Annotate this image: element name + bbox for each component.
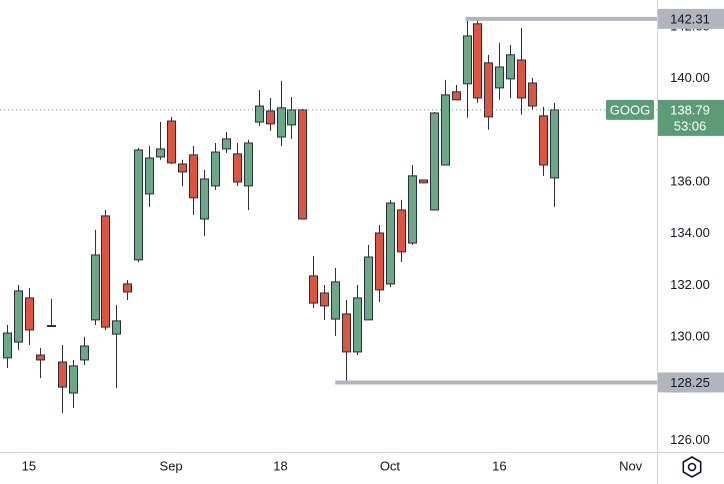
candle-body — [386, 202, 395, 285]
candle-body — [244, 142, 253, 187]
candle-body — [419, 179, 428, 184]
candle-body — [255, 105, 264, 123]
candle-body — [3, 332, 12, 359]
candle-body — [145, 157, 154, 195]
y-tick-label: 130.00 — [670, 329, 710, 344]
settings-hex[interactable] — [682, 456, 702, 478]
y-tick-label: 136.00 — [670, 173, 710, 188]
candle-body — [473, 23, 482, 99]
x-tick-label: Oct — [380, 458, 401, 473]
candle-body — [200, 178, 209, 220]
candle-body — [47, 325, 56, 328]
plot-area: 126.00128.00130.00132.00134.00136.00140.… — [3, 18, 710, 473]
candle-body — [101, 215, 110, 328]
candle-body — [178, 163, 187, 173]
settings-dot[interactable] — [687, 462, 697, 472]
y-tick-label: 134.00 — [670, 225, 710, 240]
candle-body — [211, 151, 220, 187]
settings-icon[interactable] — [682, 456, 702, 478]
candle-body — [397, 209, 406, 253]
x-tick-label: Sep — [160, 458, 183, 473]
candle-body — [408, 175, 417, 244]
symbol-tag — [606, 99, 654, 120]
candle-body — [495, 66, 504, 89]
candle-body — [167, 120, 176, 164]
candle-body — [506, 54, 515, 80]
candle-body — [156, 148, 165, 158]
x-tick-label: Nov — [619, 458, 643, 473]
candle-body — [309, 275, 318, 304]
candle-body — [266, 110, 275, 125]
candle-body — [484, 62, 493, 118]
level-tag — [658, 8, 724, 29]
candle-body — [58, 361, 67, 388]
candle-body — [353, 297, 362, 353]
candle-body — [277, 107, 286, 138]
x-tick-label: 18 — [273, 458, 287, 473]
candle-body — [331, 281, 340, 320]
candle-body — [320, 292, 329, 307]
candle-body — [123, 283, 132, 293]
level-label: 142.31 — [670, 11, 710, 26]
candle-body — [287, 109, 296, 126]
x-tick-label: 15 — [22, 458, 36, 473]
y-tick-label: 132.00 — [670, 277, 710, 292]
candle-body — [36, 354, 45, 361]
candle-body — [452, 91, 461, 101]
candle-body — [364, 256, 373, 321]
candle-body — [528, 82, 537, 107]
candle-body — [80, 345, 89, 361]
candle-body — [69, 365, 78, 394]
candle-body — [112, 320, 121, 335]
candle-body — [517, 59, 526, 99]
candle-body — [375, 232, 384, 291]
symbol-label: GOOG — [610, 102, 650, 117]
level-tag — [658, 372, 724, 393]
candle-body — [430, 112, 439, 211]
level-label: 128.25 — [670, 375, 710, 390]
candle-body — [25, 297, 34, 331]
candle-body — [539, 115, 548, 166]
candle-body — [222, 138, 231, 150]
y-tick-label: 126.00 — [670, 432, 710, 447]
candle-body — [189, 154, 198, 199]
candle-body — [91, 254, 100, 321]
candle-body — [14, 290, 23, 343]
candle-body — [134, 149, 143, 261]
y-tick-label: 140.00 — [670, 70, 710, 85]
candle-body — [550, 109, 559, 179]
candle-body — [298, 109, 307, 220]
last-price-label: 138.79 — [670, 102, 710, 117]
last-price-tag — [658, 99, 724, 136]
candle-body — [441, 94, 450, 166]
candle-body — [463, 35, 472, 85]
countdown-label: 53:06 — [674, 118, 707, 133]
candle-body — [342, 313, 351, 353]
candle-body — [233, 153, 242, 183]
x-tick-label: 16 — [492, 458, 506, 473]
